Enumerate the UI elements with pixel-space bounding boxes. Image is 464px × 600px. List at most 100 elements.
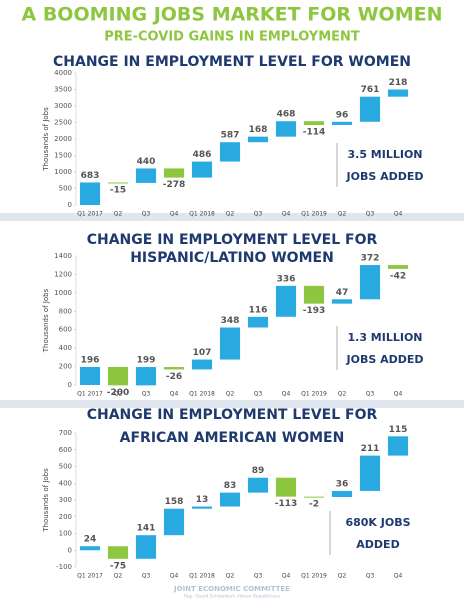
value-label: -200	[107, 388, 130, 398]
separator	[0, 213, 464, 221]
y-tick-label: 600	[59, 326, 72, 334]
x-tick-label: Q1 2019	[301, 391, 327, 398]
value-label: -114	[303, 127, 326, 137]
bar	[79, 366, 101, 385]
bar	[191, 359, 213, 370]
x-tick-label: Q4	[282, 211, 291, 218]
y-tick-label: 500	[59, 185, 72, 193]
x-tick-label: Q4	[170, 211, 179, 218]
footer-org: JOINT ECONOMIC COMMITTEE	[173, 585, 290, 593]
value-label: 761	[361, 85, 380, 95]
x-tick-label: Q3	[142, 211, 151, 218]
y-tick-label: 1200	[54, 270, 72, 278]
y-tick-label: 200	[59, 363, 72, 371]
y-axis-title: Thousands of Jobs	[42, 107, 50, 172]
bar	[275, 477, 297, 497]
y-axis-title: Thousands of Jobs	[42, 288, 50, 353]
value-label: 587	[221, 131, 240, 141]
y-tick-label: 200	[59, 513, 72, 521]
x-tick-label: Q1 2018	[189, 211, 215, 218]
y-tick-label: 400	[59, 344, 72, 352]
x-tick-label: Q3	[366, 391, 375, 398]
bar	[107, 366, 129, 386]
y-tick-label: 0	[68, 546, 72, 554]
footer-sub: Rep. David Schweikert, House Republicans	[184, 594, 281, 600]
x-tick-label: Q1 2019	[301, 211, 327, 218]
y-tick-label: 3000	[54, 102, 72, 110]
bar	[163, 508, 185, 536]
value-label: 218	[389, 78, 408, 88]
x-tick-label: Q3	[142, 391, 151, 398]
bar	[359, 265, 381, 300]
x-tick-label: Q2	[226, 573, 235, 580]
value-label: 36	[336, 479, 349, 489]
x-tick-label: Q3	[254, 391, 263, 398]
x-tick-label: Q1 2017	[77, 573, 103, 580]
x-tick-label: Q2	[226, 391, 235, 398]
x-tick-label: Q2	[226, 211, 235, 218]
bar	[219, 142, 241, 162]
chart-title: CHANGE IN EMPLOYMENT LEVEL FOR	[87, 407, 378, 423]
chart-title: CHANGE IN EMPLOYMENT LEVEL FOR	[87, 232, 378, 248]
bar	[303, 285, 325, 304]
value-label: 468	[277, 110, 296, 120]
y-tick-label: 3500	[54, 86, 72, 94]
value-label: 24	[84, 535, 97, 545]
bar	[247, 136, 269, 143]
bar	[331, 299, 353, 304]
bar	[387, 436, 409, 456]
y-axis-title: Thousands of Jobs	[42, 468, 50, 533]
value-label: -193	[303, 306, 326, 316]
value-label: 196	[81, 355, 100, 365]
x-tick-label: Q2	[338, 573, 347, 580]
bar	[107, 182, 129, 184]
value-label: 116	[249, 305, 268, 315]
x-tick-label: Q1 2018	[189, 391, 215, 398]
bar	[219, 492, 241, 507]
value-label: 199	[137, 356, 156, 366]
bar	[163, 168, 185, 178]
y-tick-label: 1000	[54, 289, 72, 297]
x-tick-label: Q4	[170, 573, 179, 580]
value-label: 211	[361, 444, 380, 454]
bar	[163, 367, 185, 370]
annotation: 1.3 MILLION	[347, 331, 422, 344]
bar	[275, 121, 297, 137]
x-tick-label: Q4	[394, 573, 403, 580]
x-tick-label: Q4	[394, 211, 403, 218]
y-tick-label: 1000	[54, 168, 72, 176]
annotation: ADDED	[356, 538, 399, 551]
value-label: 83	[224, 481, 237, 491]
value-label: -113	[275, 499, 298, 509]
x-tick-label: Q1 2019	[301, 573, 327, 580]
y-tick-label: 2000	[54, 135, 72, 143]
x-tick-label: Q3	[142, 573, 151, 580]
y-tick-label: 700	[59, 429, 72, 437]
x-tick-label: Q4	[282, 391, 291, 398]
bar	[79, 546, 101, 551]
value-label: 158	[165, 497, 184, 507]
x-tick-label: Q3	[366, 573, 375, 580]
x-tick-label: Q4	[394, 391, 403, 398]
value-label: -15	[110, 185, 126, 195]
x-tick-label: Q3	[366, 211, 375, 218]
y-tick-label: 300	[59, 496, 72, 504]
bar	[247, 477, 269, 493]
value-label: 89	[252, 466, 265, 476]
bar	[135, 367, 157, 386]
value-label: 107	[193, 348, 212, 358]
bar	[191, 506, 213, 509]
x-tick-label: Q3	[254, 211, 263, 218]
value-label: -42	[390, 271, 406, 281]
bar	[219, 327, 241, 360]
value-label: 372	[361, 254, 380, 264]
x-tick-label: Q2	[338, 391, 347, 398]
chart-title: HISPANIC/LATINO WOMEN	[130, 250, 334, 266]
bar	[387, 265, 409, 269]
value-label: 348	[221, 316, 240, 326]
x-tick-label: Q3	[254, 573, 263, 580]
value-label: -2	[309, 499, 319, 509]
bar	[275, 285, 297, 317]
bar	[135, 535, 157, 559]
bar	[135, 168, 157, 183]
